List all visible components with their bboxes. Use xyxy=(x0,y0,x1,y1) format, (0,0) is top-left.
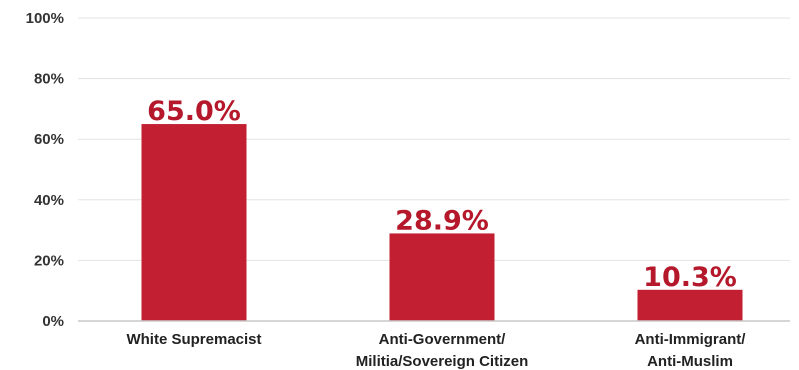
data-label: 65.0% xyxy=(147,96,241,127)
category-label: Militia/Sovereign Citizen xyxy=(356,353,529,370)
data-label: 28.9% xyxy=(395,205,489,236)
bars xyxy=(141,124,743,321)
y-axis-ticks: 0% 20% 40% 60% 80% 100% xyxy=(26,10,64,330)
bar xyxy=(389,233,495,321)
category-label: Anti-Muslim xyxy=(647,353,733,370)
x-axis-categories: White Supremacist Anti-Government/Militia… xyxy=(126,331,746,370)
y-tick-label: 80% xyxy=(34,71,64,88)
category-label: Anti-Immigrant/ xyxy=(635,331,747,348)
bar xyxy=(637,289,743,321)
y-tick-label: 0% xyxy=(42,313,64,330)
bar xyxy=(141,124,247,321)
data-label: 10.3% xyxy=(643,262,737,293)
y-tick-label: 20% xyxy=(34,252,64,269)
category-label: Anti-Government/ xyxy=(379,331,507,348)
data-labels: 65.0% 28.9% 10.3% xyxy=(147,96,737,293)
y-tick-label: 100% xyxy=(26,10,64,27)
y-tick-label: 40% xyxy=(34,192,64,209)
y-tick-label: 60% xyxy=(34,131,64,148)
category-label: White Supremacist xyxy=(126,331,261,348)
